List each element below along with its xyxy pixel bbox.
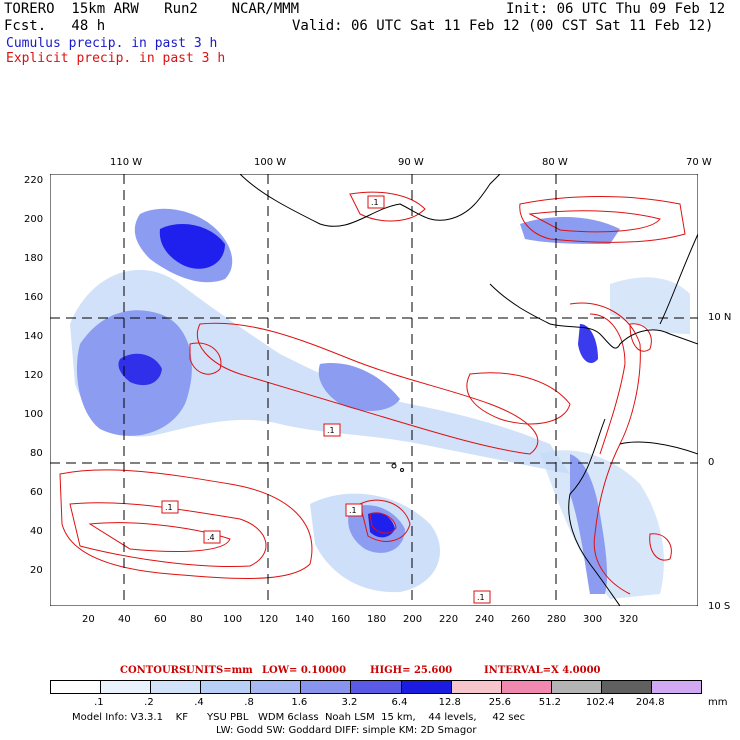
x-tick: 220: [439, 614, 459, 625]
colorbar-swatch: [350, 680, 402, 694]
colorbar-swatch: [550, 680, 602, 694]
x-tick: 260: [511, 614, 531, 625]
lat-label-0: 0: [708, 457, 715, 468]
x-tick: 180: [367, 614, 387, 625]
x-tick: 80: [190, 614, 203, 625]
contours-units: UNITS=mm: [186, 665, 253, 676]
y-tick: 120: [24, 370, 44, 381]
model-info-line1: Model Info: V3.3.1 KF YSU PBL WDM 6class…: [72, 712, 526, 723]
colorbar-label: 51.2: [538, 697, 562, 708]
contours-interval: INTERVAL=X 4.0000: [484, 665, 601, 676]
colorbar-swatch: [250, 680, 302, 694]
cumulus-legend: Cumulus precip. in past 3 h: [6, 36, 218, 51]
colorbar-label: 204.8: [635, 697, 665, 708]
colorbar-unit: mm: [708, 697, 728, 708]
x-tick: 40: [118, 614, 131, 625]
colorbar-swatch: [150, 680, 202, 694]
x-tick: 320: [619, 614, 639, 625]
lon-label-90w: 90 W: [398, 157, 424, 168]
contour-label: .4: [207, 533, 215, 542]
colorbar-label: .8: [244, 697, 254, 708]
y-tick: 200: [24, 214, 44, 225]
y-tick: 80: [30, 448, 43, 459]
precip-colorbar: [50, 680, 702, 694]
forecast-hour: Fcst. 48 h: [4, 18, 106, 34]
y-tick: 180: [24, 253, 44, 264]
colorbar-label: 3.2: [341, 697, 358, 708]
y-tick: 40: [30, 526, 43, 537]
contour-label: .1: [327, 426, 335, 435]
colorbar-swatch: [600, 680, 652, 694]
y-tick: 20: [30, 565, 43, 576]
y-tick: 100: [24, 409, 44, 420]
lat-label-10s: 10 S: [708, 601, 731, 612]
init-time: Init: 06 UTC Thu 09 Feb 12: [506, 1, 726, 17]
colorbar-label: 25.6: [488, 697, 511, 708]
x-tick: 100: [223, 614, 243, 625]
x-tick: 280: [547, 614, 567, 625]
colorbar-label: .4: [194, 697, 204, 708]
contour-label: .1: [165, 503, 173, 512]
lon-label-100w: 100 W: [254, 157, 287, 168]
lon-label-70w: 70 W: [686, 157, 712, 168]
colorbar-label: 6.4: [391, 697, 408, 708]
x-tick: 60: [154, 614, 167, 625]
y-tick: 220: [24, 175, 44, 186]
valid-time: Valid: 06 UTC Sat 11 Feb 12 (00 CST Sat …: [292, 18, 714, 34]
colorbar-swatch: [100, 680, 152, 694]
contour-label: .1: [477, 593, 485, 602]
colorbar-swatch: [450, 680, 502, 694]
model-info-line2: LW: Godd SW: Goddard DIFF: simple KM: 2D…: [216, 725, 477, 736]
cumulus-precip-field: [70, 208, 690, 599]
colorbar-label: .1: [94, 697, 104, 708]
colorbar-swatch: [300, 680, 352, 694]
lon-label-110w: 110 W: [110, 157, 143, 168]
precip-map: .1 .1 .1 .1 .4 .1: [50, 174, 698, 606]
lat-label-10n: 10 N: [708, 312, 732, 323]
colorbar-swatch: [650, 680, 702, 694]
colorbar-swatch: [50, 680, 102, 694]
lon-label-80w: 80 W: [542, 157, 568, 168]
contours-high: HIGH= 25.600: [370, 665, 453, 676]
contour-label: .1: [349, 506, 357, 515]
model-title: TORERO 15km ARW Run2 NCAR/MMM: [4, 1, 300, 17]
explicit-legend: Explicit precip. in past 3 h: [6, 51, 226, 66]
contour-label: .1: [371, 198, 379, 207]
x-tick: 300: [583, 614, 603, 625]
colorbar-label: 1.6: [291, 697, 308, 708]
x-tick: 140: [295, 614, 315, 625]
colorbar-swatch: [400, 680, 452, 694]
colorbar-label: 12.8: [438, 697, 461, 708]
colorbar-label: 102.4: [585, 697, 615, 708]
x-tick: 240: [475, 614, 495, 625]
x-tick: 120: [259, 614, 279, 625]
coastlines: [239, 174, 698, 606]
contours-title: CONTOURS:: [120, 665, 190, 676]
x-tick: 200: [403, 614, 423, 625]
y-tick: 140: [24, 331, 44, 342]
contour-label-boxes: .1 .1 .1 .1 .4 .1: [161, 195, 491, 604]
x-tick: 20: [82, 614, 95, 625]
contours-low: LOW= 0.10000: [262, 665, 347, 676]
colorbar-swatch: [500, 680, 552, 694]
y-tick: 60: [30, 487, 43, 498]
colorbar-swatch: [200, 680, 252, 694]
y-tick: 160: [24, 292, 44, 303]
x-tick: 160: [331, 614, 351, 625]
lat-lon-grid: [50, 174, 698, 606]
colorbar-label: .2: [144, 697, 154, 708]
